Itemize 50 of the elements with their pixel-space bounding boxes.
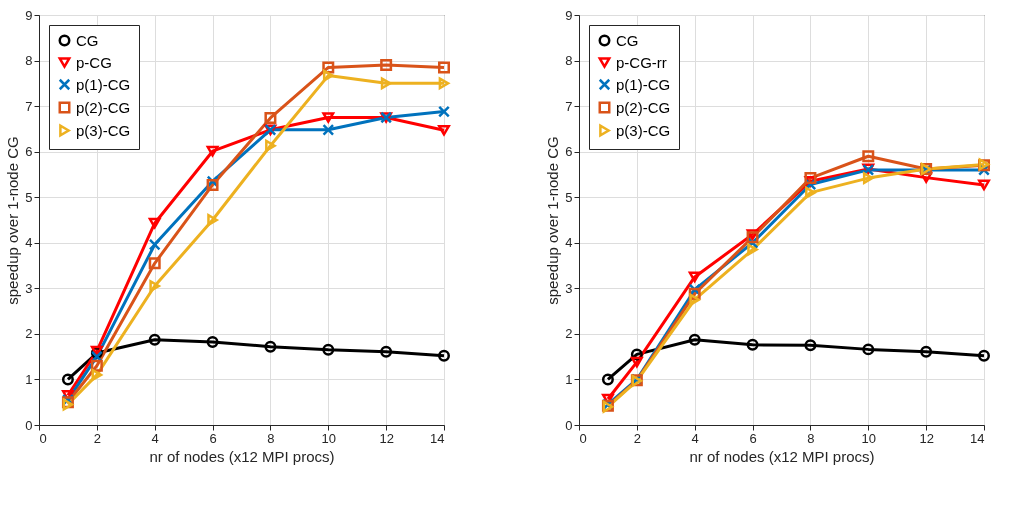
y-tick-label: 7 [565, 98, 573, 114]
x-tick-label: 14 [430, 430, 445, 446]
legend-label: p(3)-CG [616, 121, 671, 139]
y-tick-label: 1 [565, 371, 573, 387]
x-axis-title: nr of nodes (x12 MPI procs) [689, 447, 875, 465]
y-tick-label: 9 [565, 7, 573, 23]
x-tick-label: 12 [919, 430, 934, 446]
x-tick-label: 14 [970, 430, 985, 446]
y-axis-title: speedup over 1-node CG [4, 136, 22, 305]
x-axis-title: nr of nodes (x12 MPI procs) [149, 447, 335, 465]
x-tick-label: 8 [267, 430, 275, 446]
y-tick-label: 2 [25, 326, 33, 342]
x-tick-label: 4 [691, 430, 699, 446]
y-tick-label: 3 [25, 280, 33, 296]
legend-label: p(1)-CG [76, 75, 131, 93]
x-tick-label: 6 [209, 430, 217, 446]
y-tick-label: 8 [25, 53, 33, 69]
legend-label: p-CG-rr [616, 53, 667, 71]
y-tick-label: 5 [565, 189, 573, 205]
y-tick-label: 2 [565, 326, 573, 342]
x-tick-label: 6 [749, 430, 757, 446]
y-tick-label: 3 [565, 280, 573, 296]
y-tick-label: 4 [565, 235, 573, 251]
legend-label: p(3)-CG [76, 121, 131, 139]
x-tick-label: 4 [151, 430, 159, 446]
y-tick-label: 6 [25, 144, 33, 160]
legend-label: p(1)-CG [616, 75, 671, 93]
y-tick-label: 9 [25, 7, 33, 23]
x-tick-label: 2 [93, 430, 101, 446]
x-tick-label: 8 [807, 430, 815, 446]
y-tick-label: 4 [25, 235, 33, 251]
x-tick-label: 10 [321, 430, 337, 446]
y-tick-label: 0 [565, 417, 573, 433]
x-tick-label: 10 [861, 430, 877, 446]
y-tick-label: 5 [25, 189, 33, 205]
legend-label: p(2)-CG [616, 98, 671, 116]
x-tick-label: 12 [379, 430, 394, 446]
y-tick-label: 7 [25, 98, 33, 114]
x-tick-label: 0 [39, 430, 47, 446]
y-tick-label: 8 [565, 53, 573, 69]
legend-label: p(2)-CG [76, 98, 131, 116]
y-tick-label: 0 [25, 417, 33, 433]
y-axis-title: speedup over 1-node CG [544, 136, 562, 305]
y-tick-label: 6 [565, 144, 573, 160]
x-tick-label: 0 [579, 430, 587, 446]
legend-label: CG [616, 31, 639, 49]
x-tick-label: 2 [633, 430, 641, 446]
y-tick-label: 1 [25, 371, 33, 387]
legend-label: CG [76, 31, 99, 49]
legend-label: p-CG [76, 53, 112, 71]
